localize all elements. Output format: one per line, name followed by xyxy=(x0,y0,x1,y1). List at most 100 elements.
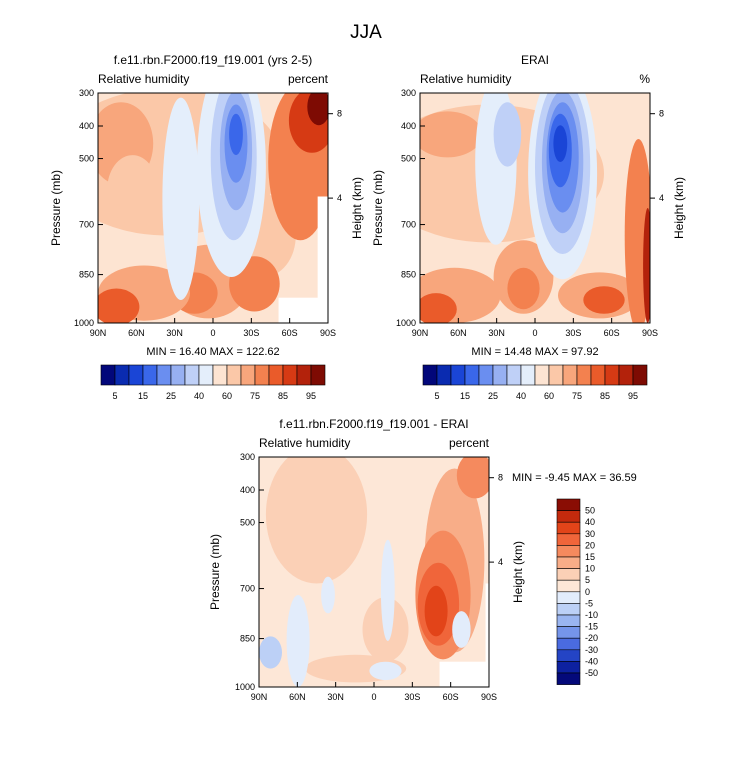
y-axis-right: 84 xyxy=(328,109,342,203)
unit-label: percent xyxy=(288,72,329,86)
colorbar-swatch xyxy=(548,364,564,386)
x-tick-label: 60S xyxy=(443,692,459,702)
field-contours xyxy=(420,93,650,323)
colorbar-swatch xyxy=(422,364,438,386)
contour-region xyxy=(420,111,483,158)
contour-region xyxy=(380,539,395,642)
colorbar-swatch xyxy=(556,649,581,662)
min-max-stats: MIN = 16.40 MAX = 122.62 xyxy=(146,346,279,358)
contour-region xyxy=(265,457,368,584)
colorbar-swatch xyxy=(556,661,581,674)
colorbar-label: 40 xyxy=(194,391,204,401)
colorbar-label: 40 xyxy=(516,391,526,401)
field-layer xyxy=(420,93,650,323)
colorbar-swatch xyxy=(556,533,581,546)
x-tick-label: 30N xyxy=(488,328,505,338)
colorbar-label: 25 xyxy=(488,391,498,401)
colorbar-swatch xyxy=(556,568,581,581)
colorbar-swatch xyxy=(114,364,130,386)
y-right-tick-label: 8 xyxy=(498,473,503,483)
colorbar-label: -20 xyxy=(585,633,598,643)
contour-region xyxy=(107,155,158,225)
contour-region xyxy=(420,293,457,323)
colorbar-swatch xyxy=(556,672,581,685)
y-tick-label: 300 xyxy=(401,88,416,98)
contour-region xyxy=(369,661,402,681)
x-tick-label: 30S xyxy=(404,692,420,702)
y-tick-label: 1000 xyxy=(396,318,416,328)
colorbar-swatch xyxy=(556,498,581,511)
colorbar-swatch xyxy=(632,364,648,386)
contour-region xyxy=(286,595,310,687)
y-axis: 300 400 500 700 850 1000 xyxy=(235,452,264,692)
colorbar-swatch xyxy=(556,637,581,651)
colorbar-label: 15 xyxy=(138,391,148,401)
colorbar-swatch xyxy=(310,364,326,386)
variable-label: Relative humidity xyxy=(98,72,189,86)
colorbar-swatch xyxy=(184,364,200,386)
contour-region xyxy=(307,93,328,126)
contour-region xyxy=(98,288,140,323)
colorbar-label: -15 xyxy=(585,622,598,632)
field-contours xyxy=(259,457,489,687)
colorbar-label: 85 xyxy=(600,391,610,401)
colorbar-swatch xyxy=(576,364,592,386)
y-axis-title: Pressure (mb) xyxy=(208,534,222,610)
colorbar-label: 75 xyxy=(250,391,260,401)
colorbar-label: 60 xyxy=(544,391,554,401)
colorbar-label: -30 xyxy=(585,645,598,655)
colorbar-swatch xyxy=(534,364,550,386)
contour-region xyxy=(162,97,200,300)
x-tick-label: 30S xyxy=(243,328,259,338)
colorbar-swatch xyxy=(556,556,581,569)
panel-difference: f.e11.rbn.F2000.f19_f19.001 - ERAI Relat… xyxy=(208,417,637,702)
colorbar-swatch xyxy=(226,364,242,386)
colorbar-swatch xyxy=(212,364,228,386)
colorbar-swatch xyxy=(556,510,581,523)
colorbar-swatch xyxy=(556,614,581,627)
colorbar-label: 25 xyxy=(166,391,176,401)
panel-title: f.e11.rbn.F2000.f19_f19.001 (yrs 2-5) xyxy=(114,53,313,67)
colorbar-label: 20 xyxy=(585,540,595,550)
y-tick-label: 700 xyxy=(401,220,416,230)
colorbar-swatch xyxy=(156,364,172,386)
colorbar-swatch xyxy=(604,364,620,386)
colorbar-label: 15 xyxy=(460,391,470,401)
panel-title: f.e11.rbn.F2000.f19_f19.001 - ERAI xyxy=(279,417,468,431)
y-tick-label: 850 xyxy=(240,634,255,644)
colorbar-swatch xyxy=(240,364,256,386)
contour-region xyxy=(507,267,540,310)
x-tick-label: 30N xyxy=(166,328,183,338)
y-right-tick-label: 4 xyxy=(337,193,342,203)
field-layer xyxy=(259,457,489,687)
x-tick-label: 90S xyxy=(642,328,658,338)
colorbar-label: -10 xyxy=(585,610,598,620)
x-tick-label: 30S xyxy=(565,328,581,338)
unit-label: percent xyxy=(449,436,490,450)
x-tick-label: 60S xyxy=(604,328,620,338)
colorbar-label: 50 xyxy=(585,506,595,516)
y-axis-right-title: Height (km) xyxy=(511,541,525,603)
field-contours xyxy=(98,93,328,323)
y-tick-label: 500 xyxy=(240,518,255,528)
y-tick-label: 1000 xyxy=(235,682,255,692)
contour-region xyxy=(229,113,243,156)
y-axis: 300 400 500 700 850 1000 xyxy=(396,88,425,328)
colorbar-swatch xyxy=(556,603,581,616)
colorbar-label: 95 xyxy=(306,391,316,401)
colorbar-label: 30 xyxy=(585,529,595,539)
x-tick-label: 60N xyxy=(450,328,467,338)
y-axis: 300 400 500 700 850 1000 xyxy=(74,88,103,328)
y-tick-label: 500 xyxy=(79,154,94,164)
y-right-tick-label: 4 xyxy=(498,557,503,567)
colorbar-swatch xyxy=(282,364,298,386)
x-tick-label: 90N xyxy=(90,328,107,338)
y-tick-label: 400 xyxy=(79,121,94,131)
y-right-tick-label: 4 xyxy=(659,193,664,203)
variable-label: Relative humidity xyxy=(259,436,350,450)
panel-title: ERAI xyxy=(521,53,549,67)
contour-region xyxy=(452,611,471,648)
x-tick-label: 0 xyxy=(210,328,215,338)
